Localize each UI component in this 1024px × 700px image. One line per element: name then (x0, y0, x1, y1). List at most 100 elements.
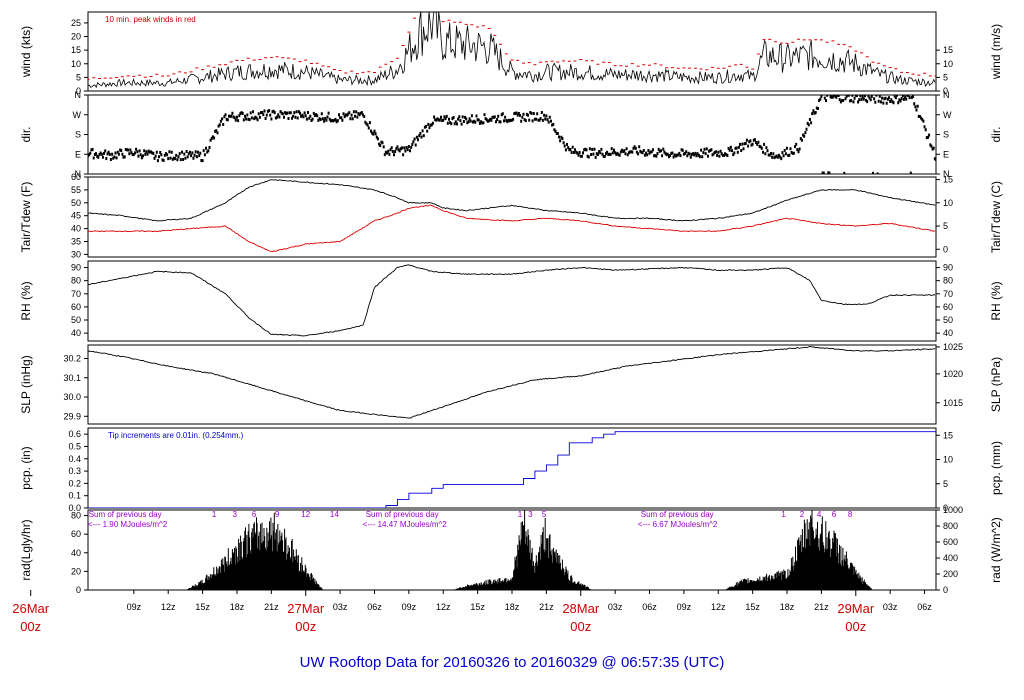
right-tick-label: 70 (943, 289, 953, 299)
x-tick-label: 12z (711, 602, 726, 612)
y-axis-label-left: SLP (inHg) (19, 355, 33, 413)
left-tick-label: 40 (71, 548, 81, 558)
panel-data (88, 12, 936, 89)
right-tick-label: 1025 (943, 342, 963, 352)
left-tick-label: 55 (71, 185, 81, 195)
radiation-hour-marker: 8 (848, 510, 853, 519)
radiation-summary-line2: <--- 1.90 MJoules/m^2 (88, 520, 168, 529)
right-tick-label: 600 (943, 537, 958, 547)
panel-frame (87, 11, 937, 92)
panel-frame (87, 344, 937, 425)
right-tick-label: 80 (943, 276, 953, 286)
left-tick-label: 20 (71, 566, 81, 576)
date-label-day: 26Mar (12, 601, 50, 616)
right-tick-label: 1015 (943, 398, 963, 408)
left-tick-label: 0 (76, 86, 81, 96)
panel-data (88, 264, 936, 337)
right-tick-label: N (943, 90, 950, 100)
panel-pcp: 0.0 0.1 0.2 0.3 0.4 0.5 0.6 0 5 10 15 pcp. (in) pcp.… (19, 427, 1003, 513)
x-tick-label: 12z (436, 602, 451, 612)
radiation-hour-marker: 1 (518, 510, 523, 519)
radiation-summary-line1: Sum of previous day (641, 510, 714, 519)
date-label-hour: 00z (20, 619, 41, 634)
radiation-hour-marker: 6 (252, 510, 257, 519)
series-temp-0 (88, 179, 936, 222)
x-tick-label: 09z (677, 602, 692, 612)
panel-note: Tip increments are 0.01in. (0.254mm.) (108, 431, 244, 440)
radiation-hour-marker: 4 (817, 510, 822, 519)
left-tick-label: 0.6 (68, 429, 81, 439)
right-tick-label: 60 (943, 302, 953, 312)
x-tick-label: 18z (230, 602, 245, 612)
series-slp-0 (88, 346, 936, 419)
y-axis-label-right: rad (W/m^2) (989, 517, 1003, 583)
left-tick-label: 50 (71, 315, 81, 325)
panel-frame (87, 94, 937, 175)
right-tick-label: 15 (943, 175, 953, 185)
panel-data (88, 431, 936, 508)
radiation-hour-marker: 3 (232, 510, 237, 519)
right-tick-label: 15 (943, 45, 953, 55)
radiation-summary-line2: <--- 6.67 MJoules/m^2 (638, 520, 718, 529)
radiation-summary-line2: <--- 14.47 MJoules/m^2 (363, 520, 448, 529)
right-tick-label: 0 (943, 503, 948, 513)
left-tick-label: 10 (71, 59, 81, 69)
left-tick-label: 45 (71, 211, 81, 221)
panel-frame (87, 176, 937, 258)
left-tick-label: 0.1 (68, 491, 81, 501)
left-tick-label: N (75, 90, 82, 100)
left-tick-label: 30.0 (63, 392, 81, 402)
x-tick-label: 09z (402, 602, 417, 612)
right-tick-label: 10 (943, 198, 953, 208)
left-tick-label: 80 (71, 511, 81, 521)
left-tick-label: 0.0 (68, 503, 81, 513)
left-tick-label: 60 (71, 172, 81, 182)
left-tick-label: 0.3 (68, 466, 81, 476)
y-axis-label-left: rad(Lgly/hr) (19, 519, 33, 580)
left-tick-label: 60 (71, 302, 81, 312)
radiation-summary-line1: Sum of previous day (366, 510, 439, 519)
x-tick-label: 06z (642, 602, 657, 612)
series-wind-speed (88, 12, 936, 89)
left-tick-label: 40 (71, 224, 81, 234)
left-tick-label: 50 (71, 198, 81, 208)
y-axis-label-right: SLP (hPa) (989, 357, 1003, 412)
radiation-hour-marker: 3 (528, 510, 533, 519)
panel-data (88, 95, 936, 174)
date-label-day: 28Mar (562, 601, 600, 616)
x-tick-label: 21z (539, 602, 554, 612)
y-axis-label-left: RH (%) (19, 281, 33, 320)
panel-wind: 0 5 10 15 20 25 0 5 10 15 wind (kts) wind (m/s) 10 m… (19, 11, 1003, 96)
left-tick-label: 60 (71, 529, 81, 539)
right-tick-label: 40 (943, 328, 953, 338)
right-tick-label: 1020 (943, 369, 963, 379)
panel-slp: 29.9 30.0 30.1 30.2 1015 1020 1025 SLP (inHg) SL… (19, 342, 1003, 425)
x-tick-label: 15z (195, 602, 210, 612)
left-tick-label: 15 (71, 45, 81, 55)
chart-title: UW Rooftop Data for 20160326 to 20160329… (300, 654, 725, 671)
left-tick-label: 0 (76, 585, 81, 595)
right-tick-label: 1000 (943, 505, 963, 515)
x-tick-label: 15z (745, 602, 760, 612)
panel-rh: 40 50 60 70 80 90 40 50 60 70 80 90 RH (%) RH (%) (19, 260, 1003, 342)
right-tick-label: N (943, 169, 950, 179)
date-label-day: 27Mar (287, 601, 325, 616)
y-axis-label-right: dir. (989, 126, 1003, 142)
y-axis-label-left: pcp. (in) (19, 446, 33, 489)
series-rh-0 (88, 264, 936, 337)
x-tick-label: 21z (814, 602, 829, 612)
panel-data (88, 346, 936, 419)
y-axis-label-left: Tair/Tdew (F) (19, 182, 33, 253)
x-axis: 09z 12z 15z 18z 21z 03z 06z 09z 12z 15z 18z 21z 03z 0… (12, 590, 932, 634)
radiation-summary-line1: Sum of previous day (89, 510, 162, 519)
right-tick-label: 10 (943, 455, 953, 465)
x-tick-label: 15z (470, 602, 485, 612)
right-tick-label: 5 (943, 72, 948, 82)
series-radiation (185, 510, 873, 590)
left-tick-label: W (73, 110, 82, 120)
x-tick-label: 03z (333, 602, 348, 612)
panel-data (185, 510, 873, 590)
left-tick-label: 0.2 (68, 478, 81, 488)
right-tick-label: 10 (943, 59, 953, 69)
